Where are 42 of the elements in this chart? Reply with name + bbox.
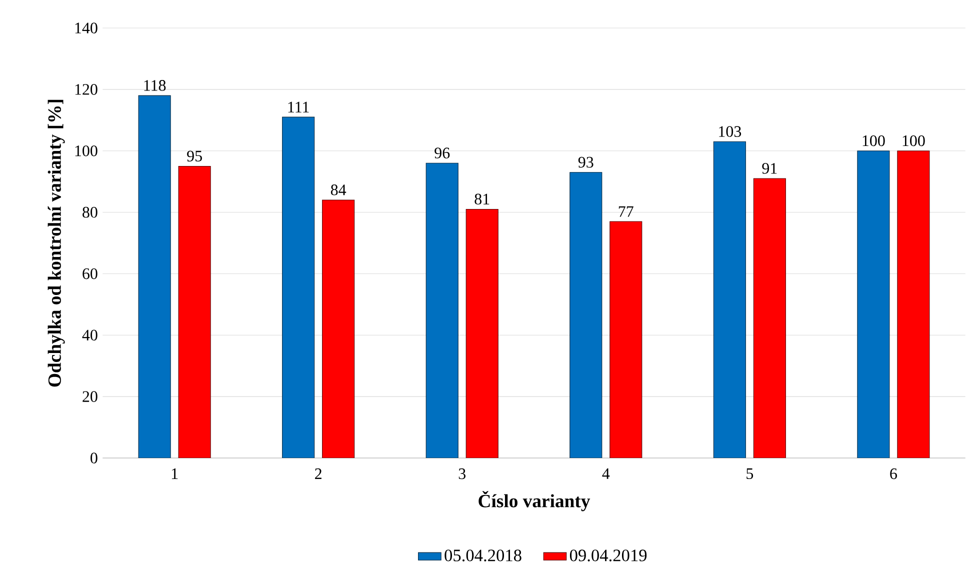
- y-tick-label: 120: [75, 84, 98, 95]
- data-label: 100: [862, 135, 885, 146]
- data-label: 111: [288, 102, 309, 112]
- bar: [138, 95, 171, 458]
- y-tick-label: 100: [75, 145, 98, 156]
- y-tick-label: 80: [82, 206, 98, 218]
- data-label: 81: [474, 194, 490, 204]
- x-tick-label: 4: [602, 468, 610, 479]
- data-label: 118: [144, 80, 166, 91]
- y-tick-label: 60: [82, 268, 98, 280]
- x-tick-label: 2: [315, 468, 322, 479]
- data-label: 91: [762, 163, 777, 174]
- x-tick-label: 6: [890, 468, 897, 480]
- data-label: 103: [719, 126, 742, 137]
- x-tick-label: 5: [746, 468, 754, 480]
- bar: [857, 150, 890, 458]
- bar: [178, 166, 211, 458]
- x-tick-label: 3: [458, 468, 466, 480]
- y-axis-title: Odchylka od kontrolní varianty [%]: [48, 100, 65, 387]
- bar: [426, 162, 458, 458]
- data-label: 95: [187, 150, 202, 162]
- bar: [466, 208, 498, 458]
- bar: [282, 116, 315, 458]
- data-label: 100: [902, 135, 925, 146]
- x-axis-title: Číslo varianty: [478, 490, 590, 512]
- x-tick-label: 1: [172, 468, 178, 479]
- bar: [322, 200, 355, 458]
- bar: [610, 221, 642, 458]
- y-tick-label: 0: [90, 452, 98, 464]
- data-label: 77: [618, 206, 634, 217]
- y-tick-label: 40: [82, 330, 98, 341]
- bar: [753, 178, 786, 458]
- bar: [897, 150, 930, 458]
- bar: [570, 172, 602, 458]
- data-label: 84: [330, 184, 346, 196]
- legend-label: 05.04.2018: [444, 550, 522, 562]
- data-label: 96: [434, 148, 450, 158]
- legend-label: 09.04.2019: [570, 550, 647, 562]
- data-label: 93: [578, 156, 594, 168]
- y-tick-label: 20: [82, 391, 98, 402]
- bar: [713, 141, 746, 458]
- y-tick-label: 140: [75, 22, 98, 34]
